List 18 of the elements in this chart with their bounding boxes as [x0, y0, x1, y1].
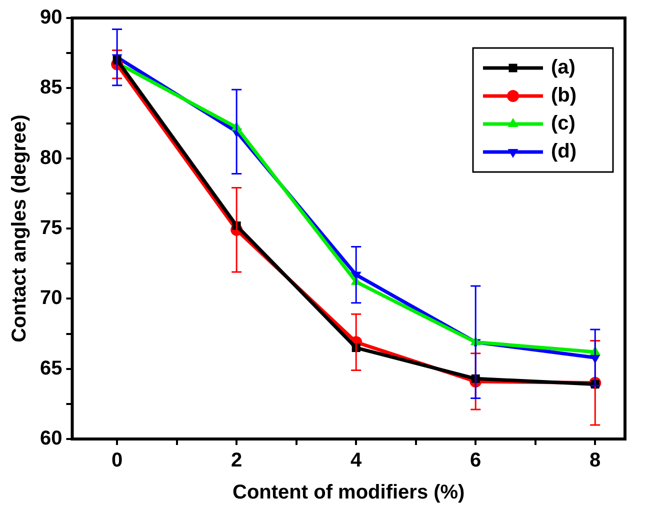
- x-tick-label: 4: [350, 450, 363, 472]
- x-tick-label: 6: [470, 450, 482, 472]
- legend-label: (a): [551, 56, 576, 79]
- x-tick-label: 8: [590, 450, 601, 472]
- x-axis-title: Content of modifiers (%): [232, 482, 465, 504]
- legend-label: (c): [551, 112, 576, 135]
- y-tick-label: 60: [40, 428, 62, 450]
- y-tick-label: 65: [40, 357, 62, 380]
- x-tick-label: 0: [112, 450, 123, 472]
- y-tick-label: 90: [40, 6, 62, 29]
- x-tick-label: 2: [231, 450, 242, 472]
- y-axis-title: Contact angles (degree): [8, 114, 31, 342]
- y-tick-label: 75: [40, 217, 62, 240]
- y-tick-label: 85: [40, 76, 62, 99]
- y-tick-label: 70: [40, 287, 62, 310]
- y-tick-label: 80: [40, 146, 62, 169]
- legend-label: (d): [551, 140, 577, 163]
- legend-label: (b): [551, 84, 577, 107]
